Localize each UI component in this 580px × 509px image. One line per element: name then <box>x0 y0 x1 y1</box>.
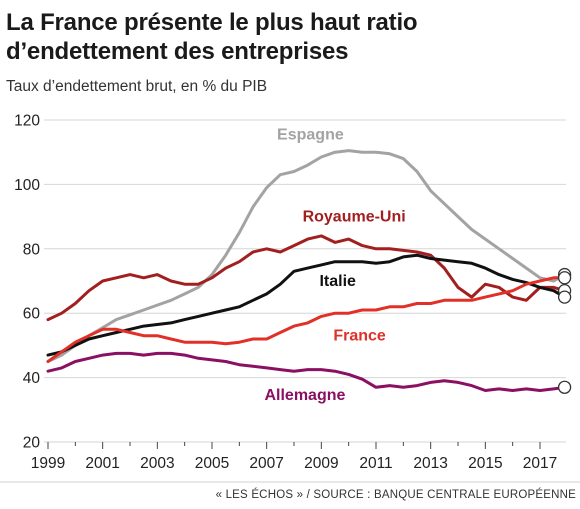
y-tick-label: 20 <box>23 435 41 452</box>
series-lines <box>46 149 567 392</box>
series-line-royaume-uni <box>46 234 567 322</box>
series-label-royaume-uni: Royaume-Uni <box>303 208 406 225</box>
title-line-2: d’endettement des entreprises <box>6 38 349 65</box>
x-tick-label: 2005 <box>195 455 229 472</box>
end-markers <box>557 267 572 394</box>
series-label-italie: Italie <box>319 273 356 290</box>
series-labels: Espagne Royaume-Uni Italie France Allemagne <box>264 126 405 404</box>
source-note: « LES ÉCHOS » / SOURCE : BANQUE CENTRALE… <box>215 489 576 501</box>
y-tick-label: 120 <box>14 113 40 130</box>
x-tick-label: 1999 <box>31 455 65 472</box>
series-line-italie <box>46 253 567 357</box>
series-label-france: France <box>333 328 386 345</box>
title-line-1: La France présente le plus haut ratio <box>6 9 418 36</box>
x-tick-label: 2003 <box>140 455 174 472</box>
x-tick-label: 2007 <box>249 455 283 472</box>
series-line-allemagne <box>46 351 567 392</box>
x-tick-label: 2013 <box>413 455 447 472</box>
series-line-france <box>46 276 567 363</box>
y-tick-label: 80 <box>23 241 41 258</box>
series-label-allemagne: Allemagne <box>264 387 345 404</box>
chart-subtitle: Taux d’endettement brut, en % du PIB <box>6 78 268 95</box>
y-tick-label: 100 <box>14 177 40 194</box>
x-tick-label: 2001 <box>85 455 119 472</box>
x-axis: 1999 2001 2003 2005 2007 2009 2011 2013 2015 2017 <box>31 442 557 472</box>
series-line-espagne <box>46 149 567 363</box>
y-tick-label: 60 <box>23 306 41 323</box>
chart-title: La France présente le plus haut ratio d’… <box>6 8 418 66</box>
end-marker-allemagne <box>557 380 572 394</box>
x-tick-label: 2011 <box>359 455 392 472</box>
x-tick-label: 2017 <box>523 455 557 472</box>
x-tick-label: 2009 <box>304 455 338 472</box>
series-label-espagne: Espagne <box>277 126 344 143</box>
x-tick-label: 2015 <box>468 455 502 472</box>
end-marker-italie <box>557 290 572 304</box>
y-axis: 20 40 60 80 100 120 <box>14 113 40 452</box>
end-marker-france <box>557 271 572 285</box>
y-tick-label: 40 <box>23 370 41 387</box>
